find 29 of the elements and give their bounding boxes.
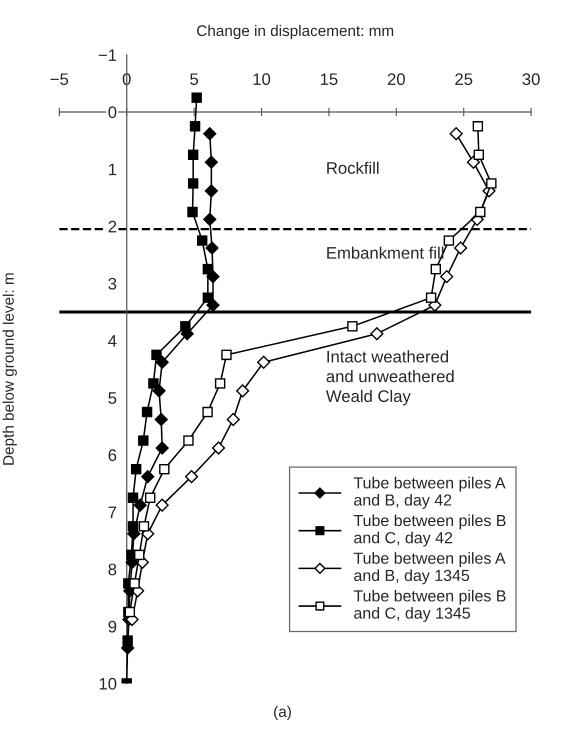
legend-label: Tube between piles B and C, day 1345 xyxy=(354,590,506,622)
y-axis-title: Depth below ground level: m xyxy=(2,273,17,465)
y-tick-label: 3 xyxy=(108,278,116,290)
y-tick-label: 8 xyxy=(108,564,116,576)
legend-label: Tube between piles B and C, day 42 xyxy=(354,514,506,547)
y-tick-label: 5 xyxy=(108,392,116,404)
y-tick-label: 7 xyxy=(108,506,116,518)
y-tick-label: −1 xyxy=(98,49,116,61)
y-tick-label: 9 xyxy=(108,620,116,633)
annotation: Embankment fill xyxy=(327,246,444,259)
text: (a) xyxy=(274,706,291,720)
x-tick-label: −5 xyxy=(50,73,68,86)
y-tick-label: 6 xyxy=(108,449,116,462)
y-tick-label: 1 xyxy=(109,164,116,176)
x-tick-label: 5 xyxy=(190,73,198,86)
x-tick-label: 10 xyxy=(254,73,270,86)
annotation: Rockfill xyxy=(327,162,378,174)
annotation: Intact weathered and unweathered Weald Clay xyxy=(326,350,454,406)
y-tick-label: 2 xyxy=(108,220,116,232)
y-tick-label: 4 xyxy=(108,335,117,347)
y-tick-label: 0 xyxy=(108,106,116,118)
x-tick-label: 25 xyxy=(455,73,472,86)
x-tick-label: 15 xyxy=(320,73,338,86)
y-tick-label: 10 xyxy=(100,678,116,690)
legend-label: Tube between piles A and B, day 1345 xyxy=(354,552,506,584)
x-tick-label: 20 xyxy=(388,73,405,86)
legend-label: Tube between piles A and B, day 42 xyxy=(354,476,506,509)
x-axis-title: Change in displacement: mm xyxy=(197,24,394,40)
x-tick-label: 30 xyxy=(522,73,540,86)
